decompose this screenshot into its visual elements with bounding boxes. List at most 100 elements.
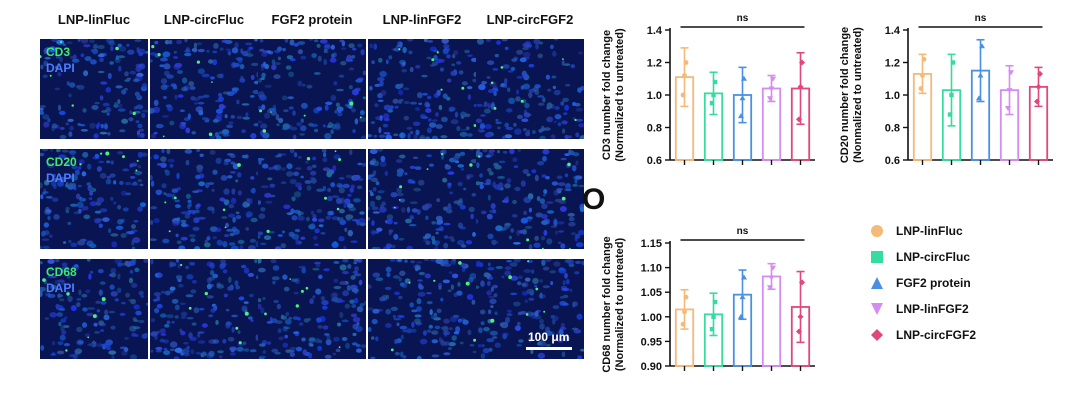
data-point xyxy=(682,73,687,78)
data-point xyxy=(796,116,802,123)
data-point xyxy=(1006,88,1013,94)
data-point xyxy=(799,279,805,286)
micrograph-texture xyxy=(476,39,584,139)
y-axis-label-line: CD3 number fold change xyxy=(601,30,613,160)
legend-label: LNP-circFluc xyxy=(896,250,971,264)
micrograph-texture xyxy=(258,149,366,249)
data-point xyxy=(1035,83,1042,90)
y-tick-label: 0.90 xyxy=(641,361,662,373)
y-tick-label: 1.4 xyxy=(885,25,901,37)
data-point xyxy=(921,56,927,62)
micrograph-tile xyxy=(476,39,584,139)
y-tick-label: 1.2 xyxy=(647,58,662,70)
legend: LNP-linFluc LNP-circFluc FGF2 protein LN… xyxy=(870,218,976,348)
data-point xyxy=(680,92,686,98)
data-point xyxy=(682,309,687,315)
data-point xyxy=(949,92,954,98)
legend-item: LNP-circFGF2 xyxy=(870,322,976,348)
y-tick-label: 0.6 xyxy=(647,155,662,167)
micrograph-texture xyxy=(476,259,584,359)
y-tick-label: 1.2 xyxy=(885,58,900,70)
marker-label: CD68 xyxy=(46,265,77,279)
micrograph-tile xyxy=(476,149,584,249)
micrograph-texture xyxy=(258,39,366,139)
micrograph-tile xyxy=(368,39,476,139)
legend-label: LNP-circFGF2 xyxy=(896,328,977,342)
micrograph-texture xyxy=(150,259,258,359)
y-tick-label: 0.95 xyxy=(641,336,662,348)
y-tick-label: 1.15 xyxy=(641,238,662,250)
data-point xyxy=(918,86,924,91)
micrograph-texture xyxy=(150,39,258,139)
data-point xyxy=(738,313,744,319)
data-point xyxy=(709,326,715,332)
data-point xyxy=(711,314,716,319)
micrograph-tile xyxy=(258,39,366,139)
panel-letter: O xyxy=(582,183,606,216)
data-point xyxy=(799,59,805,66)
data-point xyxy=(977,72,984,78)
y-tick-label: 1.4 xyxy=(647,25,663,37)
y-tick-label: 1.0 xyxy=(647,90,662,102)
micrograph-texture xyxy=(150,149,258,249)
data-point xyxy=(796,328,802,335)
data-point xyxy=(976,95,982,101)
y-tick-label: 0.8 xyxy=(885,123,900,135)
legend-marker-diamond-icon xyxy=(871,329,883,341)
y-axis-label: CD3 number fold change (Normalized to unt… xyxy=(601,28,626,162)
data-point xyxy=(920,73,925,78)
legend-label: FGF2 protein xyxy=(896,276,971,290)
y-tick-label: 0.8 xyxy=(647,123,662,135)
data-point xyxy=(739,95,746,101)
micrograph-texture xyxy=(258,259,366,359)
legend-marker-triangle-up-icon xyxy=(871,277,883,289)
y-axis-label: CD20 number fold change (Nonmalized to un… xyxy=(839,27,864,163)
microscopy-panel: LNP-linFluc LNP-circFluc FGF2 protein LN… xyxy=(40,12,584,359)
scale-bar xyxy=(526,347,572,350)
cd20-chart: 0.6 0.8 1.0 1.2 1.4 CD20 number fold change (N… xyxy=(839,13,1053,167)
micrograph-tile xyxy=(150,149,258,249)
micrograph-tile xyxy=(150,39,258,139)
y-axis-label-line: CD20 number fold change xyxy=(839,27,851,163)
y-tick-label: 1.0 xyxy=(885,90,900,102)
legend-label: LNP-linFluc xyxy=(896,224,963,238)
y-axis-label-line: (Normalized to untreated) xyxy=(614,238,626,372)
data-point xyxy=(947,112,953,117)
legend-marker-circle-icon xyxy=(871,225,883,237)
data-point xyxy=(711,92,716,98)
legend-item: LNP-circFluc xyxy=(870,244,976,270)
y-axis-label-line: (Normalized to untreated) xyxy=(614,28,626,162)
y-axis-label-line: (Nonmalized to untreated) xyxy=(852,27,864,163)
micrograph-tile xyxy=(258,149,366,249)
data-point xyxy=(709,100,715,106)
data-point xyxy=(741,75,747,81)
legend-label: LNP-linFGF2 xyxy=(896,302,969,316)
data-point xyxy=(768,86,775,92)
data-point xyxy=(1037,70,1043,77)
y-tick-label: 0.6 xyxy=(885,155,900,167)
micrograph-texture xyxy=(40,149,148,249)
micrograph-texture xyxy=(368,149,476,249)
micrograph-tile: CD3 DAPI xyxy=(40,39,148,139)
significance-label: ns xyxy=(737,13,749,24)
stain-label: DAPI xyxy=(46,61,75,75)
micrograph-tile xyxy=(258,259,366,359)
y-tick-label: 1.00 xyxy=(641,312,662,324)
y-tick-label: 1.05 xyxy=(641,287,662,299)
column-label: LNP-circFGF2 xyxy=(486,12,574,27)
legend-marker-square-icon xyxy=(871,251,883,263)
data-point xyxy=(739,294,746,300)
marker-label: CD3 xyxy=(46,45,71,59)
significance-label: ns xyxy=(737,226,749,237)
data-point xyxy=(1008,70,1014,76)
micrograph-tile xyxy=(368,259,476,359)
legend-item: LNP-linFluc xyxy=(870,218,976,244)
data-point xyxy=(979,43,985,49)
legend-item: FGF2 protein xyxy=(870,270,976,296)
stain-label: DAPI xyxy=(46,171,75,185)
data-point xyxy=(1034,98,1040,105)
data-point xyxy=(797,313,804,320)
data-point xyxy=(1005,106,1011,111)
data-point xyxy=(741,274,747,280)
scale-bar-label: 100 μm xyxy=(528,330,570,344)
